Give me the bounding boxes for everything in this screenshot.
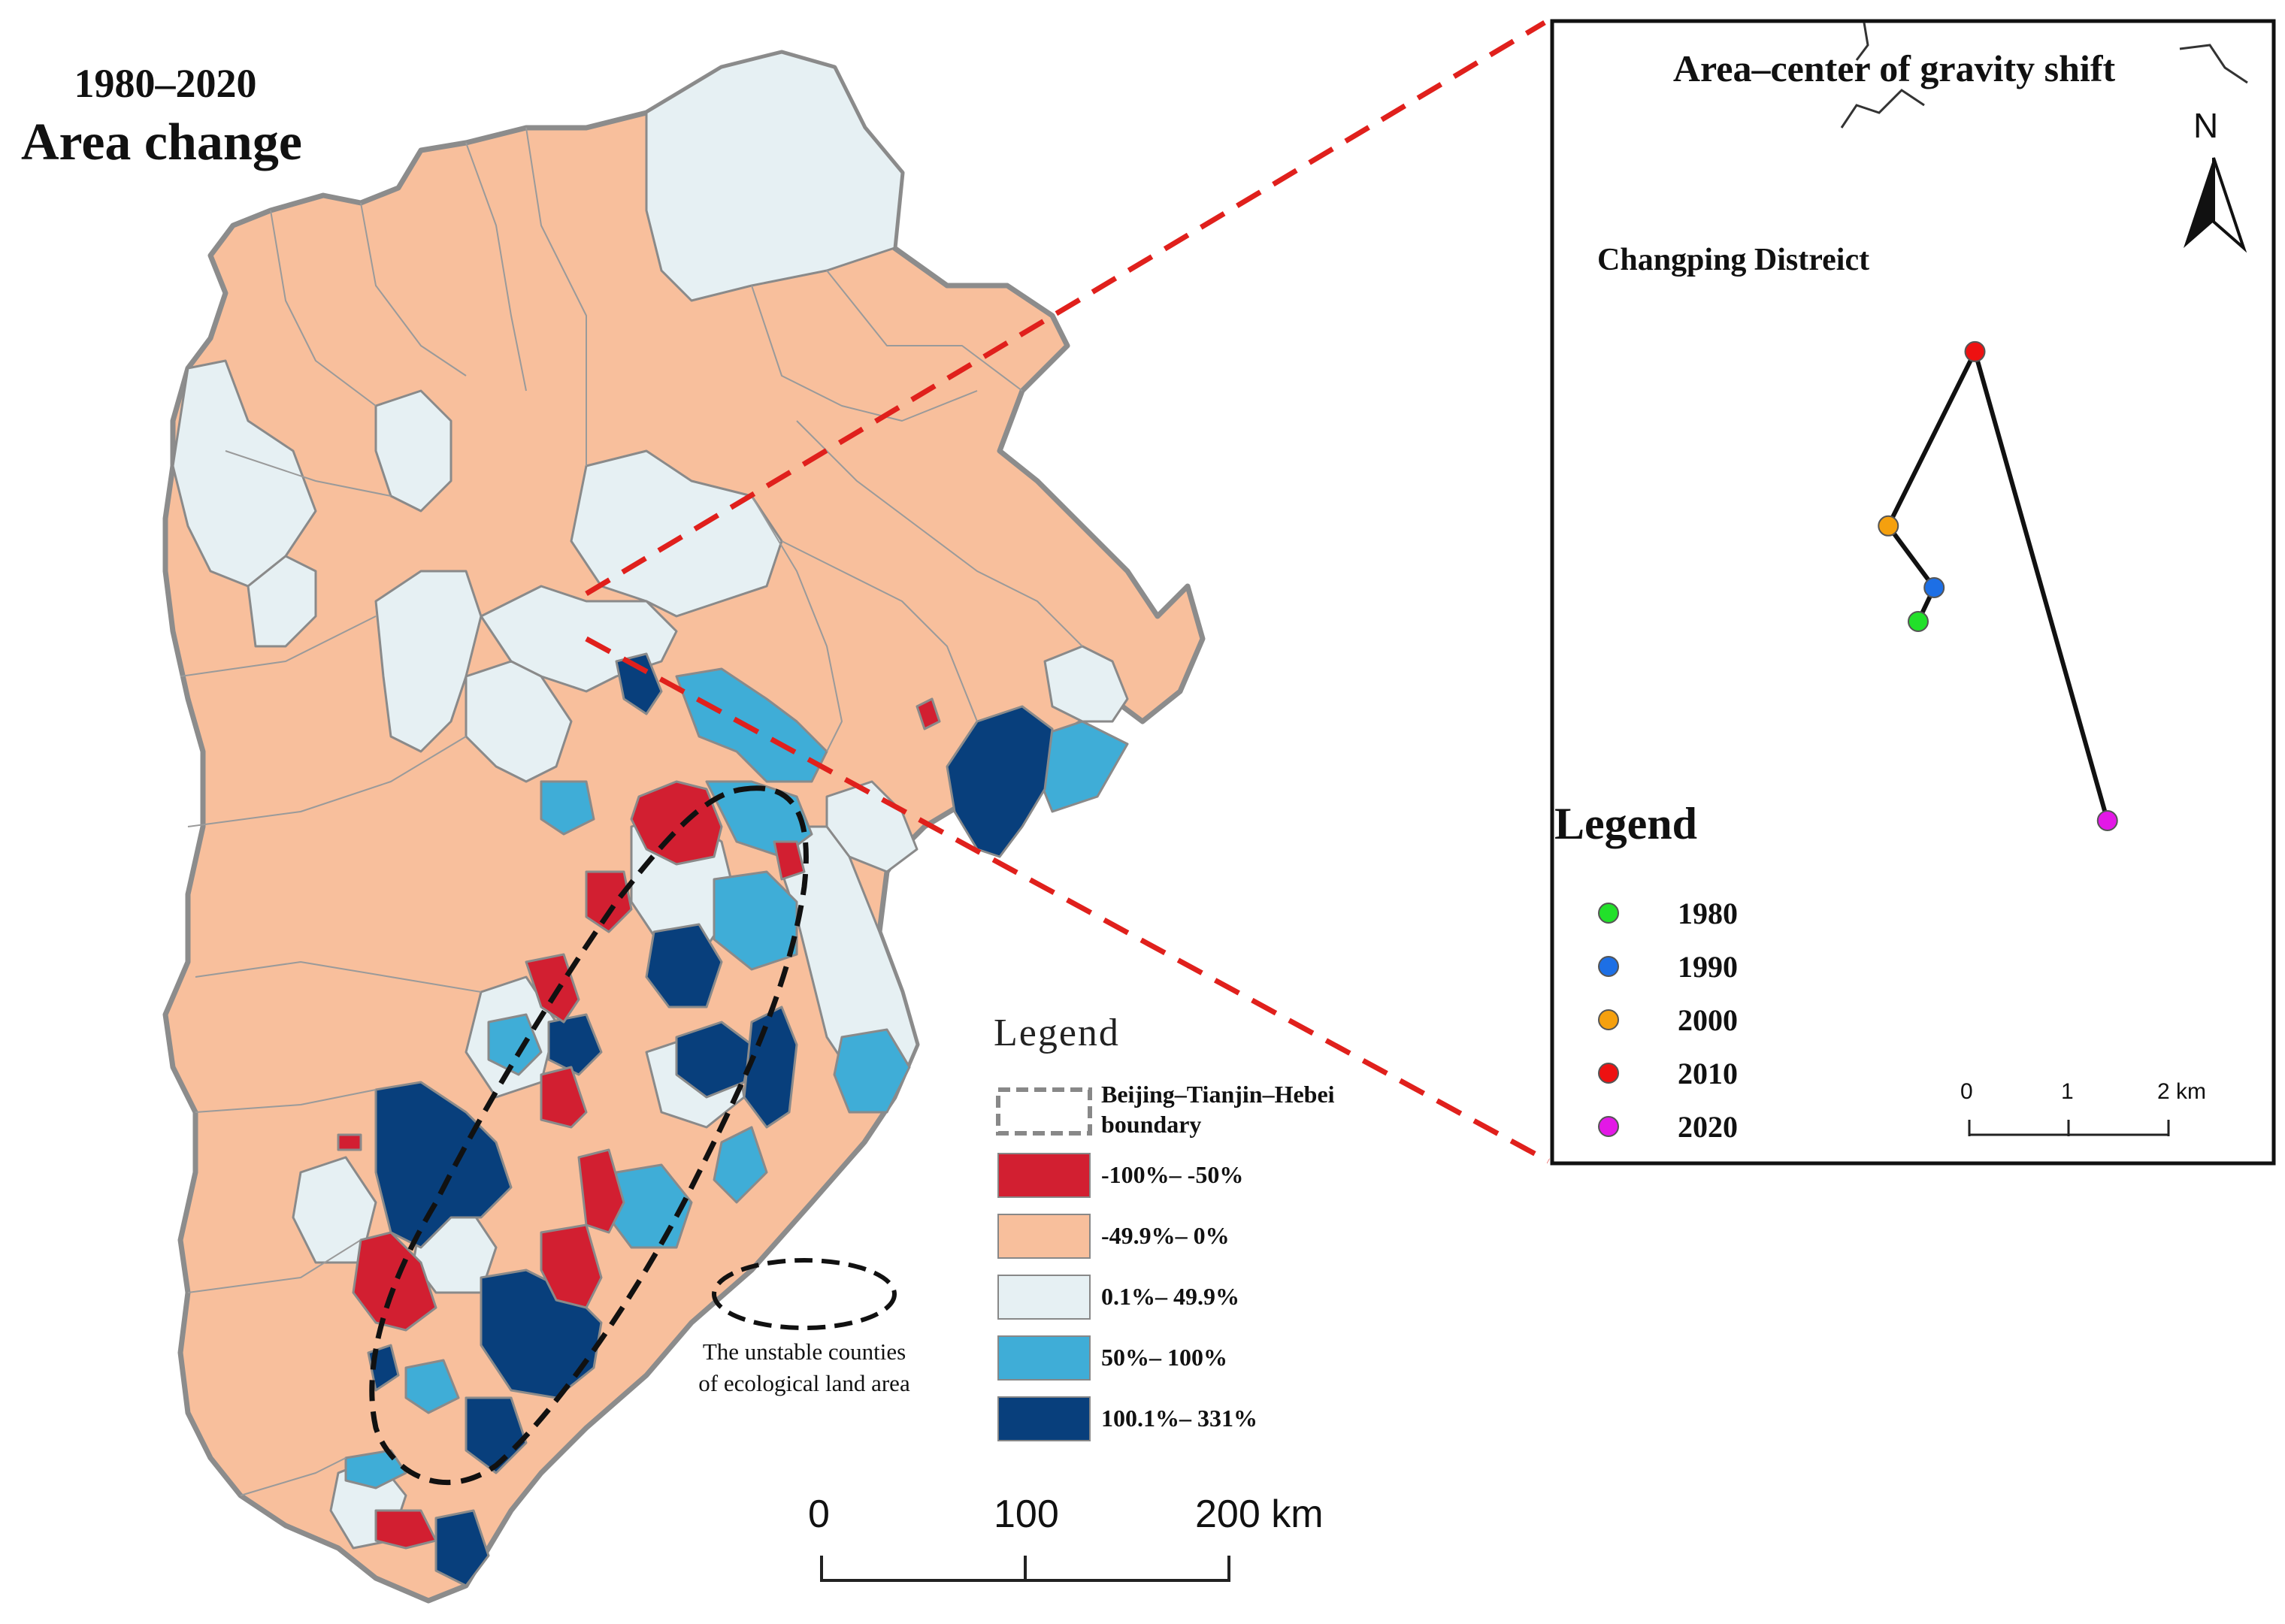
class-high-positive-zones	[367, 652, 1054, 1587]
county-xingtai-red	[540, 1223, 603, 1309]
legend-swatches	[996, 1087, 1092, 1441]
centroid-point-2000	[1878, 515, 1899, 537]
county-cangzhou-east	[833, 1028, 911, 1114]
county-cangzhou-navy-a	[675, 1021, 753, 1099]
inset-legend-1980: 1980	[1678, 897, 1738, 930]
legend-class-2-label: -49.9%– 0%	[1101, 1222, 1230, 1249]
legend-class-3-label: 0.1%– 49.9%	[1101, 1283, 1239, 1310]
county-north-cluster	[645, 51, 903, 302]
inset-legend-title: Legend	[1554, 799, 1698, 848]
scale-tick-0: 0	[808, 1492, 830, 1536]
inset-title: Area–center of gravity shift	[1672, 47, 2116, 89]
legend-boundary-label-2: boundary	[1101, 1111, 1202, 1138]
metric-title: Area change	[21, 113, 302, 171]
legend-swatch-class-5	[997, 1396, 1091, 1441]
unstable-note-line2: of ecological land area	[698, 1369, 910, 1396]
centroid-point-2020	[2096, 810, 2118, 831]
county-handan-navy	[434, 1509, 490, 1587]
legend-boundary-swatch	[996, 1087, 1092, 1136]
county-baoding-navy	[547, 1013, 603, 1076]
county-west-mid	[247, 555, 317, 648]
inset-legend-2000: 2000	[1678, 1003, 1738, 1037]
north-arrow	[2184, 157, 2247, 253]
gravity-trajectory	[1878, 340, 2118, 831]
inset-legend-2010: 2010	[1678, 1057, 1738, 1090]
county-langfang-red	[630, 780, 723, 866]
unstable-note: The unstable counties of ecological land…	[654, 1336, 955, 1399]
inset-legend-dot-2010	[1598, 1063, 1619, 1084]
inset-legend-dot-2000	[1598, 1009, 1619, 1030]
inset-legend-dot-1980	[1598, 903, 1619, 924]
inset-frame	[1550, 19, 2276, 1166]
connector-bottom-line	[585, 636, 1550, 1164]
county-xingtai-navy	[465, 1396, 528, 1474]
county-hengshui-west	[487, 1013, 543, 1076]
county-west-red	[337, 1133, 362, 1151]
county-beijing-west	[374, 570, 483, 753]
inset-legend-2020: 2020	[1678, 1110, 1738, 1144]
county-tianjin-mid	[705, 780, 813, 858]
county-beijing-north	[570, 449, 783, 618]
county-xingtai-red-b	[352, 1231, 437, 1332]
inset-scale-bar	[1968, 1120, 2170, 1136]
county-baoding-red-b	[525, 953, 580, 1024]
county-cangzhou-south	[713, 1126, 768, 1204]
county-beijing-navy	[615, 652, 663, 715]
county-langfang-red-small	[773, 840, 806, 881]
connector-top-line	[585, 20, 1546, 597]
district-label: Changping Distreict	[1597, 243, 1870, 277]
inset-scale-2: 2 km	[2157, 1079, 2207, 1104]
county-cangzhou-navy-b	[743, 1006, 798, 1129]
unstable-note-line1: The unstable counties	[702, 1338, 906, 1365]
inset-scale-0: 0	[1960, 1079, 1973, 1104]
legend-class-5-label: 100.1%– 331%	[1101, 1405, 1258, 1432]
county-south-blue-a	[404, 1359, 460, 1414]
county-hengshui-red-a	[540, 1066, 588, 1129]
legend-swatch-class-3	[997, 1275, 1091, 1320]
period-title: 1980–2020	[74, 61, 257, 106]
centroid-point-1990	[1923, 576, 1945, 598]
county-langfang-navy	[645, 923, 723, 1009]
county-baoding-red	[585, 870, 633, 933]
unstable-zone-outline	[369, 785, 809, 1486]
county-langfang-west	[540, 780, 595, 836]
centroid-point-2010	[1964, 340, 1986, 362]
inset-boundary-fragments	[1840, 22, 2248, 129]
legend-class-4-label: 50%– 100%	[1101, 1344, 1227, 1371]
inset-legend-1990: 1990	[1678, 950, 1738, 984]
county-langfang-central	[713, 870, 798, 971]
class-high-negative-zones	[337, 697, 941, 1550]
inset-scale-1: 1	[2061, 1079, 2074, 1104]
scale-tick-200: 200 km	[1195, 1492, 1324, 1536]
inset-legend-dot-1990	[1598, 956, 1619, 977]
county-hengshui-red-b	[577, 1148, 625, 1234]
county-northeast-coast	[1043, 645, 1129, 723]
inset-legend-dots	[1598, 903, 1619, 1137]
county-beijing-south	[465, 660, 573, 783]
county-south-blue-b	[344, 1449, 407, 1489]
legend-swatch-class-2	[997, 1214, 1091, 1259]
legend-swatch-class-1	[997, 1153, 1091, 1198]
county-zhangjiakou-east	[374, 389, 452, 513]
centroid-point-1980	[1908, 611, 1929, 632]
unstable-legend-ellipse	[712, 1258, 897, 1330]
county-tangshan-navy	[946, 705, 1054, 858]
inset-connectors	[585, 20, 1550, 1164]
legend-boundary-label-1: Beijing–Tianjin–Hebei	[1101, 1081, 1335, 1108]
scale-tick-100: 100	[994, 1492, 1059, 1536]
north-label: N	[2193, 106, 2219, 145]
county-handan-red	[374, 1509, 437, 1550]
inset-legend-dot-2020	[1598, 1116, 1619, 1137]
legend-class-1-label: -100%– -50%	[1101, 1161, 1244, 1188]
legend-title: Legend	[994, 1012, 1120, 1054]
county-northeast-red	[916, 697, 941, 730]
legend-swatch-class-4	[997, 1335, 1091, 1381]
main-scale-bar	[820, 1556, 1230, 1582]
county-boundary-lines	[180, 127, 1083, 1496]
